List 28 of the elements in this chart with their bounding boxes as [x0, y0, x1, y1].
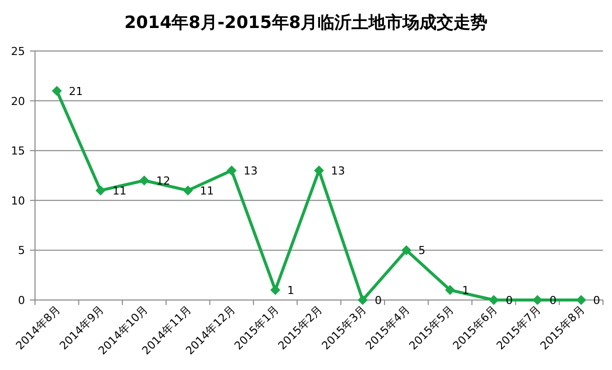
- data-label: 1: [287, 284, 294, 298]
- y-tick-label: 10: [11, 194, 25, 208]
- data-label: 11: [112, 184, 127, 198]
- point: [576, 295, 586, 305]
- data-label: 11: [200, 184, 214, 198]
- point: [358, 295, 368, 305]
- point: [445, 285, 456, 296]
- data-label: 13: [244, 164, 258, 178]
- point: [139, 175, 150, 186]
- y-tick-label: 25: [11, 45, 25, 58]
- point: [270, 285, 280, 296]
- y-tick-label: 20: [11, 94, 25, 108]
- point: [182, 185, 193, 196]
- chart-title: 2014年8月-2015年8月临沂土地市场成交走势: [124, 13, 488, 33]
- y-tick-label: 0: [18, 294, 25, 307]
- point: [314, 166, 324, 176]
- point: [226, 166, 237, 176]
- y-tick-label: 5: [18, 244, 25, 258]
- point: [52, 86, 62, 96]
- data-label: 5: [418, 244, 426, 258]
- data-label: 21: [68, 84, 83, 98]
- point: [96, 185, 106, 196]
- y-tick-label: 15: [11, 144, 25, 158]
- data-label: 13: [331, 164, 345, 178]
- data-label: 0: [374, 294, 382, 307]
- data-label: 0: [593, 294, 600, 307]
- point: [488, 295, 499, 305]
- point: [401, 245, 412, 256]
